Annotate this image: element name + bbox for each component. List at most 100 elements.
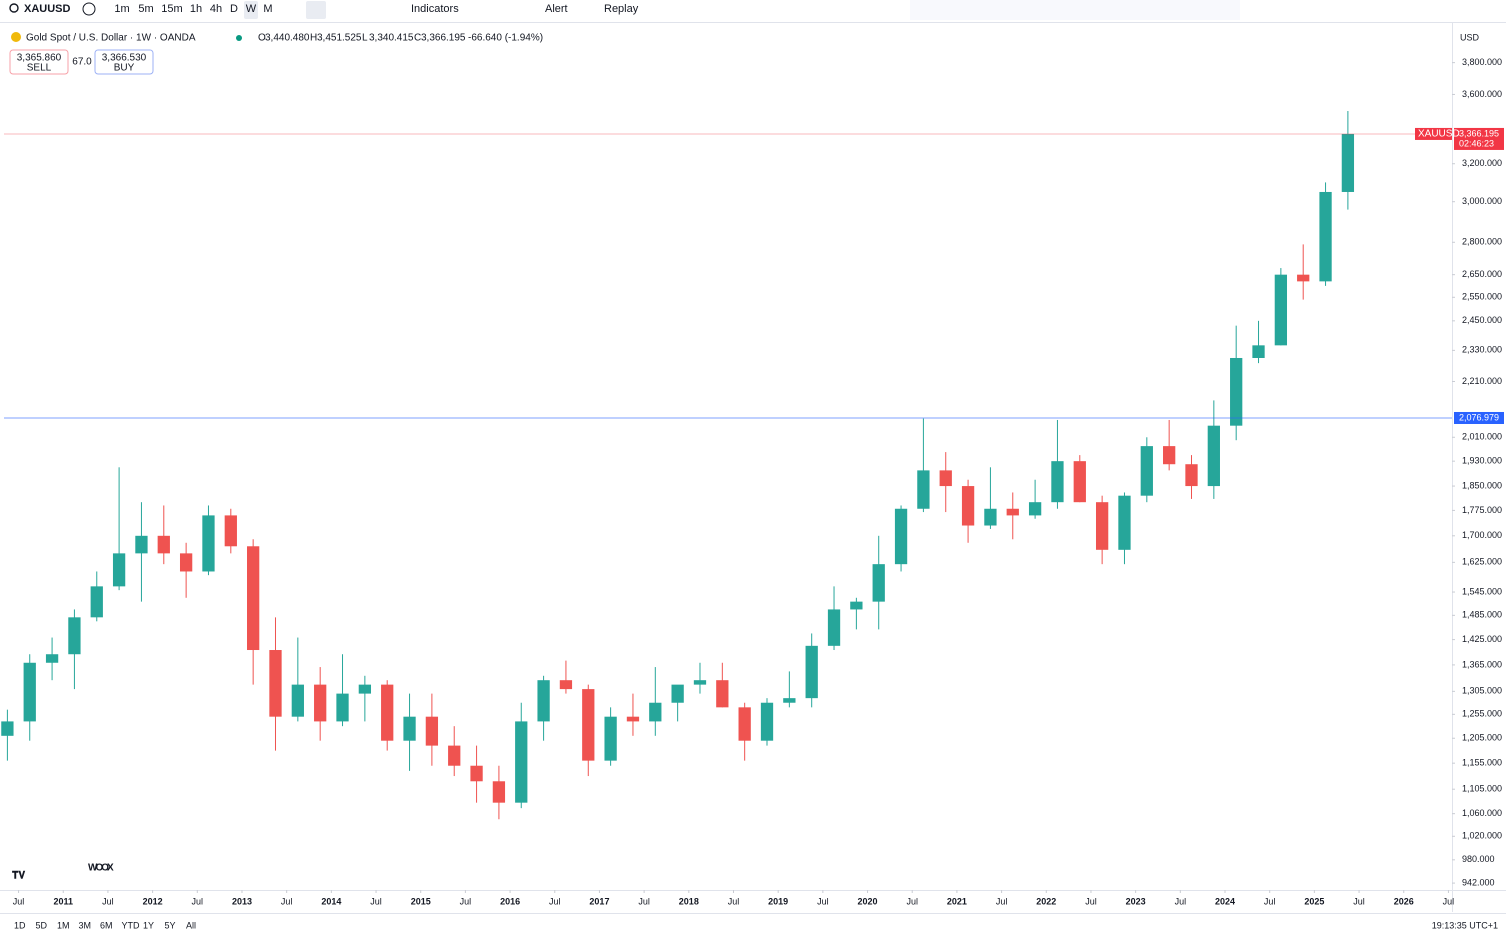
countdown: 02:46:23 xyxy=(1459,138,1494,148)
range-button[interactable]: 6M xyxy=(100,920,113,930)
y-tick-label: 1,485.000 xyxy=(1462,610,1502,620)
candle-body xyxy=(1073,461,1086,503)
candle-body xyxy=(1051,461,1064,503)
x-tick-label: Jul xyxy=(102,896,114,906)
range-button[interactable]: 5Y xyxy=(165,920,176,930)
x-tick-label: 2019 xyxy=(768,896,788,906)
x-tick-label: Jul xyxy=(817,896,829,906)
x-tick-label: Jul xyxy=(13,896,25,906)
candle-body xyxy=(716,680,729,708)
candle-body xyxy=(1006,508,1019,516)
interval[interactable]: 15m xyxy=(161,3,182,15)
candle-body xyxy=(381,684,394,741)
ohlc-key: H xyxy=(310,33,317,44)
toolbar-button[interactable]: Replay xyxy=(604,3,639,15)
interval[interactable]: W xyxy=(246,3,257,15)
y-tick-label: 1,060.000 xyxy=(1462,808,1502,818)
x-tick-label: 2017 xyxy=(589,896,609,906)
range-button[interactable]: All xyxy=(186,920,196,930)
candle-body xyxy=(894,508,908,565)
y-tick-label: 1,930.000 xyxy=(1462,456,1502,466)
candle-body xyxy=(157,535,170,554)
x-tick-label: 2015 xyxy=(411,896,431,906)
candle-body xyxy=(1297,274,1310,282)
price-label: 2,076.979 xyxy=(1459,412,1499,422)
y-tick-label: 2,010.000 xyxy=(1462,432,1502,442)
x-tick-label: Jul xyxy=(460,896,472,906)
candle-body xyxy=(760,702,774,741)
candle-body xyxy=(649,702,662,722)
y-tick-label: 1,545.000 xyxy=(1462,586,1502,596)
candle-body xyxy=(448,745,461,766)
candle-body xyxy=(1341,133,1355,192)
candle-body xyxy=(179,553,193,572)
y-tick-label: 3,800.000 xyxy=(1462,57,1502,67)
x-tick-label: 2013 xyxy=(232,896,252,906)
buy-price: 3,366.530 xyxy=(102,53,147,64)
interval[interactable]: 4h xyxy=(210,3,222,15)
interval[interactable]: 1h xyxy=(190,3,202,15)
range-button[interactable]: 5D xyxy=(36,920,48,930)
interval[interactable]: 5m xyxy=(138,3,153,15)
candle-body xyxy=(604,716,617,761)
y-tick-label: 1,105.000 xyxy=(1462,784,1502,794)
y-tick-label: 2,450.000 xyxy=(1462,315,1502,325)
candle-body xyxy=(470,765,483,782)
currency[interactable]: USD xyxy=(1460,32,1480,42)
candle-body xyxy=(1118,495,1131,550)
y-tick-label: 1,305.000 xyxy=(1462,686,1502,696)
y-tick-label: 3,200.000 xyxy=(1462,158,1502,168)
x-tick-label: 2022 xyxy=(1036,896,1056,906)
buy-label: BUY xyxy=(114,63,135,74)
range-button[interactable]: 1D xyxy=(14,920,26,930)
candle-body xyxy=(872,564,885,602)
range-button[interactable]: 1Y xyxy=(143,920,154,930)
range-button[interactable]: YTD xyxy=(122,920,141,930)
range-button[interactable]: 3M xyxy=(79,920,92,930)
candle-body xyxy=(783,698,796,703)
chart-type[interactable] xyxy=(306,1,326,19)
x-tick-label: Jul xyxy=(638,896,650,906)
y-tick-label: 1,020.000 xyxy=(1462,831,1502,841)
y-tick-label: 1,205.000 xyxy=(1462,733,1502,743)
x-tick-label: 2026 xyxy=(1394,896,1414,906)
buy-button[interactable] xyxy=(94,49,154,75)
toolbar-button[interactable]: Alert xyxy=(545,3,568,15)
toolbar-button[interactable]: Indicators xyxy=(411,3,459,15)
candle-body xyxy=(738,707,751,741)
ohlc-value: 3,340.415 xyxy=(369,33,414,44)
candle-body xyxy=(269,650,282,717)
candle-body xyxy=(45,654,59,663)
candle-body xyxy=(291,684,304,717)
symbol-logo xyxy=(11,32,21,42)
y-tick-label: 1,255.000 xyxy=(1462,709,1502,719)
interval[interactable]: M xyxy=(263,3,272,15)
x-tick-label: Jul xyxy=(549,896,561,906)
candle-body xyxy=(112,553,126,587)
candle-body xyxy=(850,601,863,610)
compare-icon[interactable] xyxy=(82,2,96,16)
candle-body xyxy=(1252,345,1265,358)
x-tick-label: Jul xyxy=(281,896,293,906)
candle-body xyxy=(939,470,952,487)
y-tick-label: 1,425.000 xyxy=(1462,634,1502,644)
y-tick-label: 1,850.000 xyxy=(1462,480,1502,490)
y-tick-label: 980.000 xyxy=(1462,854,1495,864)
x-tick-label: Jul xyxy=(728,896,740,906)
candle-body xyxy=(68,617,81,655)
interval[interactable]: 1m xyxy=(114,3,129,15)
interval[interactable]: D xyxy=(230,3,238,15)
y-tick-label: 1,155.000 xyxy=(1462,758,1502,768)
search-icon xyxy=(9,3,19,13)
ohlc-key: O xyxy=(258,33,266,44)
range-button[interactable]: 1M xyxy=(57,920,70,930)
symbol[interactable]: XAUUSD xyxy=(24,3,71,15)
x-tick-label: 2021 xyxy=(947,896,967,906)
candle-body xyxy=(1185,464,1198,487)
y-tick-label: 2,210.000 xyxy=(1462,376,1502,386)
sell-button[interactable] xyxy=(9,49,69,75)
ohlc-key: L xyxy=(362,33,368,44)
x-tick-label: Jul xyxy=(192,896,204,906)
candle-body xyxy=(1207,425,1220,487)
symbol-tag-bg xyxy=(1415,127,1452,140)
